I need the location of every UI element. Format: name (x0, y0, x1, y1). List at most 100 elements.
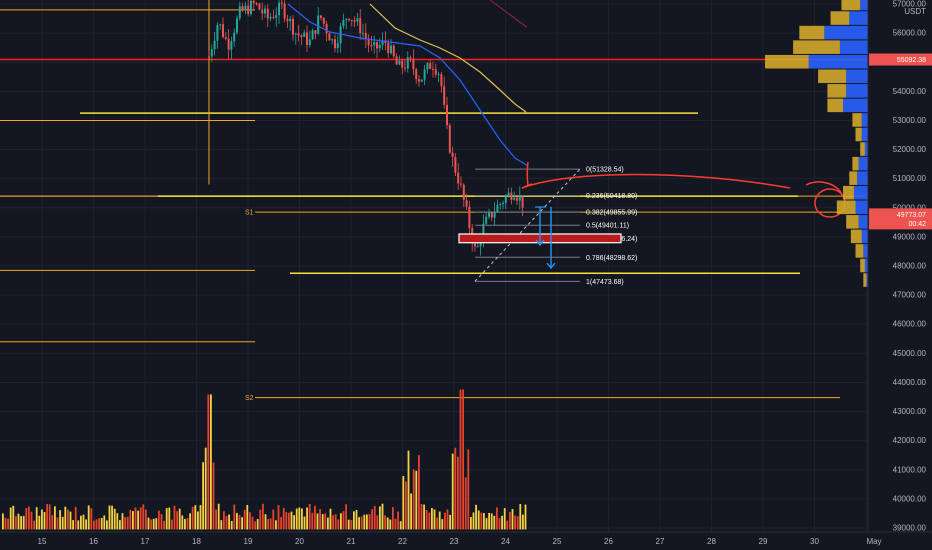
price-axis[interactable]: 39000.00 40000.00 41000.00 42000.00 43000.00… (867, 0, 932, 550)
candle-body (286, 18, 289, 22)
candle-body (219, 24, 222, 26)
volume-bar (85, 519, 87, 530)
slow-moving-average-line (369, 3, 527, 113)
quote-currency-label: USDT (904, 7, 926, 16)
volume-bar (464, 477, 467, 530)
candle-body (317, 15, 320, 34)
volume-bar (9, 507, 12, 530)
volume-bar (490, 513, 493, 530)
candle-body (269, 17, 272, 19)
candle-body (392, 45, 395, 57)
volume-bar (87, 505, 90, 530)
volume-bar (392, 507, 394, 530)
volume-profile-up (830, 11, 850, 25)
candle-body (300, 35, 303, 37)
time-tick-label: 22 (398, 537, 407, 546)
candle-body (390, 45, 392, 54)
time-tick-label: 30 (810, 537, 819, 546)
price-tick-label: 52000.00 (893, 145, 927, 154)
volume-profile-up (849, 171, 858, 185)
volume-bar (314, 505, 316, 530)
volume-bar (191, 506, 194, 530)
volume-profile-up (860, 258, 865, 273)
volume-bar (462, 389, 464, 530)
time-tick-label: 17 (141, 537, 150, 546)
volume-bar (233, 504, 236, 530)
volume-bar (438, 511, 441, 530)
volume-bar (165, 508, 168, 530)
volume-bar (441, 519, 444, 530)
candle-body (468, 206, 471, 228)
time-tick-label: 15 (38, 537, 47, 546)
red-line-price-label: 55092.38 (897, 57, 926, 64)
volume-bar (454, 447, 457, 530)
volume-bar (394, 518, 397, 530)
price-tick-label: 46000.00 (893, 320, 927, 329)
volume-bar (410, 493, 412, 530)
candle-body (311, 30, 314, 40)
candle-body (236, 18, 238, 33)
candle-body (381, 40, 384, 45)
price-tick-label: 49000.00 (893, 232, 927, 241)
candle-body (230, 41, 233, 50)
volume-profile-down (860, 0, 868, 11)
candle-body (415, 69, 418, 80)
volume-bar (72, 520, 74, 530)
volume-profile-down (858, 156, 868, 171)
volume-profile-up (852, 113, 862, 127)
price-tick-label: 53000.00 (893, 116, 927, 125)
volume-bar (25, 508, 28, 530)
volume-bar (524, 504, 527, 530)
volume-bar (295, 508, 298, 530)
candle-body (476, 246, 479, 248)
volume-bar (402, 475, 405, 530)
candle-body (356, 18, 359, 22)
candle-body (328, 33, 331, 41)
volume-profile-down (846, 69, 868, 84)
fib-level-label: 0.5(49401.11) (586, 223, 629, 230)
volume-bar (121, 513, 124, 530)
volume-profile-up (860, 142, 865, 156)
last-price-badge (869, 208, 932, 230)
volume-bar (290, 511, 293, 530)
volume-profile-down (861, 113, 868, 127)
volume-bar (100, 517, 103, 530)
volume-profile-down (843, 98, 868, 113)
volume-profile-up (863, 273, 867, 287)
candle-body (224, 36, 227, 39)
volume-bar (103, 515, 106, 530)
volume-bar (405, 481, 407, 530)
fib-level-label: 0.786(48298.62) (586, 255, 637, 262)
volume-bar (412, 469, 415, 530)
volume-bar (35, 507, 38, 530)
volume-bar (246, 505, 249, 530)
volume-bar (444, 512, 446, 530)
candle-body (244, 5, 247, 11)
volume-bar (485, 518, 488, 530)
volume-profile-up (852, 156, 859, 171)
candle-body (448, 125, 451, 153)
time-axis[interactable]: 15 16 17 18 19 20 21 22 23 24 25 26 27 28 29 30 May (0, 531, 932, 550)
candlestick-series (208, 0, 524, 256)
time-tick-label: 23 (450, 537, 459, 546)
volume-bar (171, 519, 173, 530)
candle-body (233, 32, 236, 42)
volume-bar (267, 518, 269, 530)
volume-bar (425, 509, 428, 530)
volume-bar (202, 462, 204, 530)
volume-bar (173, 505, 176, 530)
down-arrow-head (546, 262, 556, 270)
volume-bar (431, 507, 433, 530)
volume-bar (111, 505, 113, 530)
volume-profile-down (808, 54, 868, 69)
volume-bar (353, 511, 355, 530)
candle-body (401, 60, 404, 68)
candle-body (387, 43, 390, 54)
annotation-circle-tail (805, 181, 843, 196)
volume-bar (225, 516, 228, 530)
volume-bars (2, 389, 527, 530)
volume-bar (22, 515, 25, 530)
candle-body (275, 15, 278, 18)
candle-body (426, 63, 429, 70)
